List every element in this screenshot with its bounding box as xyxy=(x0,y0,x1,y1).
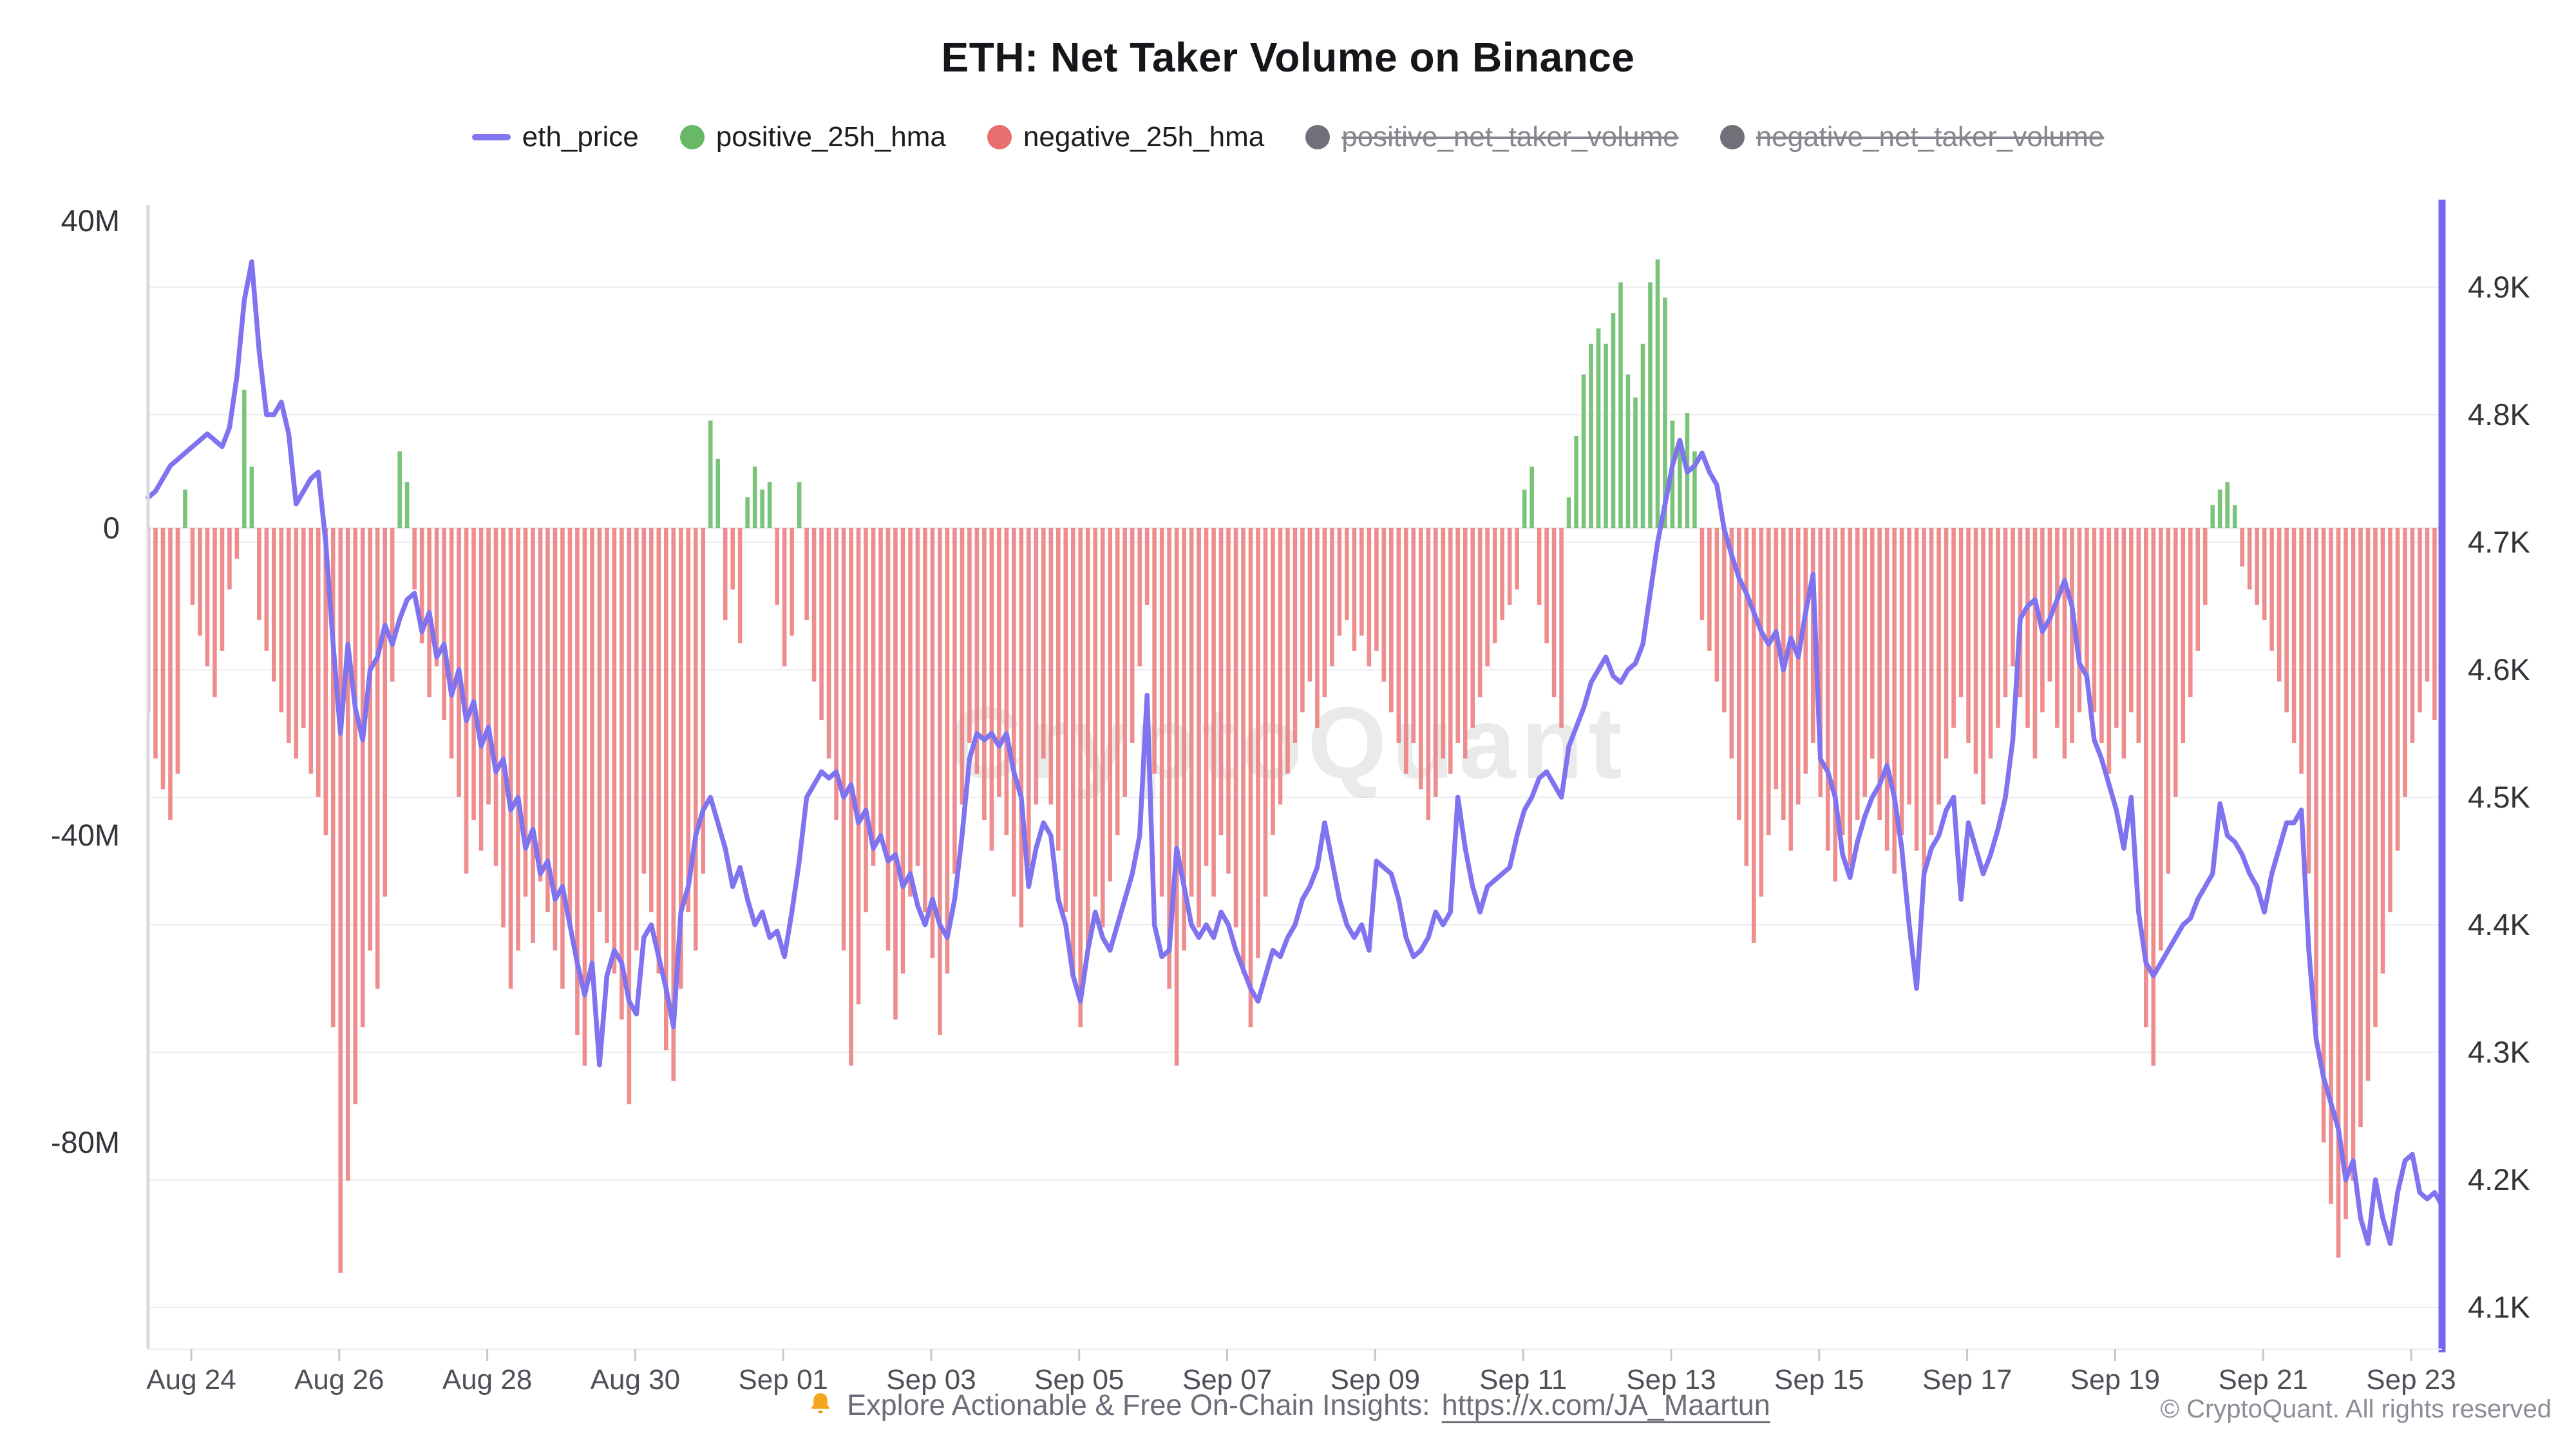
svg-text:Sep 01: Sep 01 xyxy=(738,1364,828,1396)
y-axis-left: 40M 0 -40M -80M xyxy=(51,204,150,1349)
legend-label: positive_25h_hma xyxy=(715,121,946,153)
svg-text:-80M: -80M xyxy=(51,1125,120,1159)
legend: eth_price positive_25h_hma negative_25h_… xyxy=(0,121,2576,153)
x-axis: Aug 24 Aug 26 Aug 28 Aug 30 Sep 01 Sep 03 Sep … xyxy=(146,1349,2456,1396)
svg-text:Sep 21: Sep 21 xyxy=(2218,1364,2307,1396)
svg-text:Aug 24: Aug 24 xyxy=(146,1364,236,1396)
chart-title: ETH: Net Taker Volume on Binance xyxy=(941,34,1635,80)
y-axis-right: 4.9K 4.8K 4.7K 4.6K 4.5K 4.4K 4.3K 4.2K 4.1K xyxy=(2438,200,2530,1352)
volume-bars xyxy=(147,259,2445,1273)
svg-text:Aug 30: Aug 30 xyxy=(591,1364,680,1396)
legend-item-eth-price[interactable]: eth_price xyxy=(471,121,639,153)
gray-circle-marker-icon xyxy=(1305,125,1331,149)
gridlines xyxy=(148,287,2442,1308)
legend-item-positive-25h-hma[interactable]: positive_25h_hma xyxy=(679,121,946,153)
svg-text:Sep 11: Sep 11 xyxy=(1479,1364,1567,1396)
eth-price-line-marker-icon xyxy=(471,134,511,140)
svg-text:4.6K: 4.6K xyxy=(2468,652,2530,687)
legend-label: positive_net_taker_volume xyxy=(1341,121,1679,153)
svg-text:Sep 23: Sep 23 xyxy=(2366,1364,2456,1396)
footer-note: Explore Actionable & Free On-Chain Insig… xyxy=(0,1388,2576,1422)
svg-text:4.5K: 4.5K xyxy=(2468,780,2530,814)
gray-circle-marker-icon xyxy=(1719,125,1745,149)
svg-text:Aug 28: Aug 28 xyxy=(442,1364,532,1396)
svg-text:CryptoQuant: CryptoQuant xyxy=(949,687,1627,800)
legend-label: negative_25h_hma xyxy=(1023,121,1265,153)
svg-text:Sep 03: Sep 03 xyxy=(886,1364,976,1396)
red-circle-marker-icon xyxy=(987,125,1012,149)
footer-text: Explore Actionable & Free On-Chain Insig… xyxy=(847,1388,1430,1421)
svg-text:-40M: -40M xyxy=(51,818,120,852)
svg-text:0: 0 xyxy=(103,511,120,545)
copyright-text: © CryptoQuant. All rights reserved xyxy=(2160,1395,2552,1423)
bell-icon xyxy=(811,1393,830,1414)
svg-text:4.2K: 4.2K xyxy=(2468,1162,2530,1197)
svg-text:4.9K: 4.9K xyxy=(2468,270,2530,304)
svg-text:Sep 05: Sep 05 xyxy=(1034,1364,1124,1396)
legend-item-negative-net-taker-volume[interactable]: negative_net_taker_volume xyxy=(1719,121,2105,153)
price-line xyxy=(146,259,2445,1246)
watermark: CryptoQuant xyxy=(949,687,1627,800)
svg-text:4.1K: 4.1K xyxy=(2468,1290,2530,1324)
svg-text:Sep 19: Sep 19 xyxy=(2070,1364,2160,1396)
svg-text:4.4K: 4.4K xyxy=(2468,907,2530,942)
svg-text:4.8K: 4.8K xyxy=(2468,397,2530,431)
svg-text:Sep 07: Sep 07 xyxy=(1182,1364,1272,1396)
svg-text:Aug 26: Aug 26 xyxy=(294,1364,384,1396)
svg-text:Sep 17: Sep 17 xyxy=(1922,1364,2012,1396)
legend-item-positive-net-taker-volume[interactable]: positive_net_taker_volume xyxy=(1305,121,1679,153)
svg-text:Sep 15: Sep 15 xyxy=(1774,1364,1864,1396)
footer-link[interactable]: https://x.com/JA_Maartun xyxy=(1441,1388,1770,1421)
svg-text:40M: 40M xyxy=(61,204,120,238)
svg-text:4.3K: 4.3K xyxy=(2468,1035,2530,1069)
svg-text:4.7K: 4.7K xyxy=(2468,525,2530,559)
legend-item-negative-25h-hma[interactable]: negative_25h_hma xyxy=(987,121,1264,153)
svg-text:Sep 09: Sep 09 xyxy=(1331,1364,1420,1396)
green-circle-marker-icon xyxy=(679,125,705,149)
svg-text:Sep 13: Sep 13 xyxy=(1626,1364,1716,1396)
legend-label: eth_price xyxy=(522,121,639,153)
legend-label: negative_net_taker_volume xyxy=(1756,121,2105,153)
